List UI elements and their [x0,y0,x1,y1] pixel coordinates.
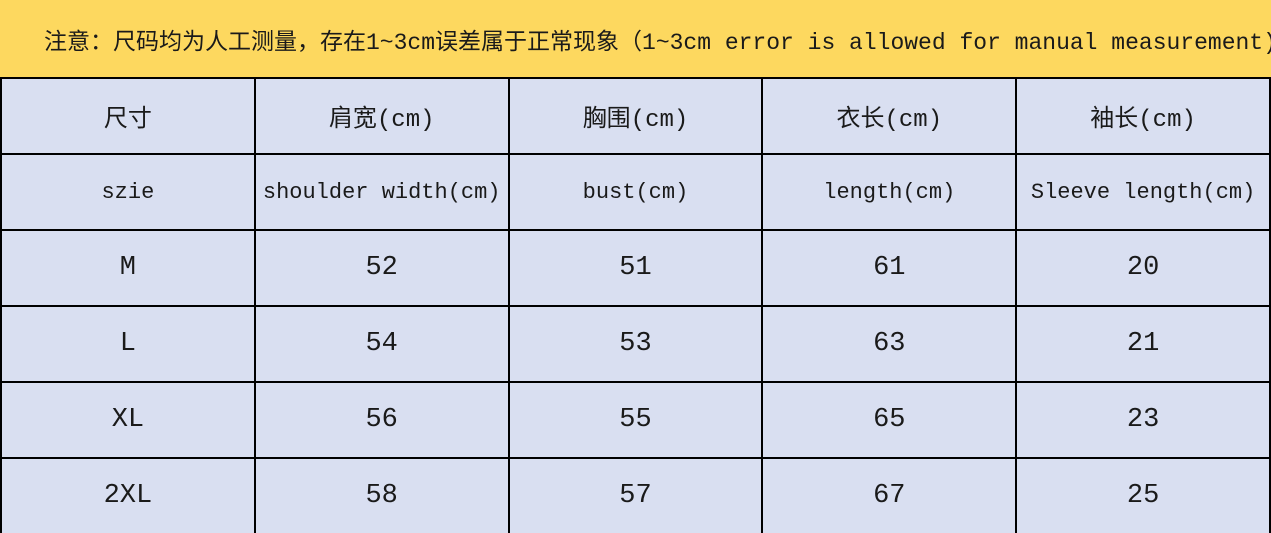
length-cell: 61 [761,229,1018,307]
header-cell-size-cn: 尺寸 [0,77,256,155]
sleeve-cell: 21 [1015,305,1271,383]
sleeve-cell: 20 [1015,229,1271,307]
length-cell: 63 [761,305,1018,383]
header-cell-bust-cn: 胸围(cm) [507,77,764,155]
header-cell-sleeve-cn: 袖长(cm) [1015,77,1271,155]
header-cell-sleeve-en: Sleeve length(cm) [1015,153,1271,231]
shoulder-cell: 58 [253,457,510,533]
header-cell-bust-en: bust(cm) [507,153,764,231]
size-cell: L [0,305,256,383]
header-row-en: szie shoulder width(cm) bust(cm) length(… [0,153,1271,231]
size-cell: 2XL [0,457,256,533]
table-row-l: L 54 53 63 21 [0,305,1271,383]
bust-cell: 51 [507,229,764,307]
notice-text: 注意：尺码均为人工测量，存在1~3cm误差属于正常现象（1~3cm error … [44,29,1271,56]
header-cell-length-cn: 衣长(cm) [761,77,1018,155]
length-cell: 67 [761,457,1018,533]
header-cell-length-en: length(cm) [761,153,1018,231]
bust-cell: 53 [507,305,764,383]
bust-cell: 55 [507,381,764,459]
table-row-xl: XL 56 55 65 23 [0,381,1271,459]
size-chart-table: 尺寸 肩宽(cm) 胸围(cm) 衣长(cm) 袖长(cm) szie shou… [0,77,1271,533]
sleeve-cell: 25 [1015,457,1271,533]
table-row-m: M 52 51 61 20 [0,229,1271,307]
size-cell: M [0,229,256,307]
header-cell-size-en: szie [0,153,256,231]
shoulder-cell: 56 [253,381,510,459]
header-row-cn: 尺寸 肩宽(cm) 胸围(cm) 衣长(cm) 袖长(cm) [0,77,1271,155]
bust-cell: 57 [507,457,764,533]
shoulder-cell: 52 [253,229,510,307]
table-row-2xl: 2XL 58 57 67 25 [0,457,1271,533]
sleeve-cell: 23 [1015,381,1271,459]
length-cell: 65 [761,381,1018,459]
header-cell-shoulder-en: shoulder width(cm) [253,153,510,231]
size-cell: XL [0,381,256,459]
header-cell-shoulder-cn: 肩宽(cm) [253,77,510,155]
shoulder-cell: 54 [253,305,510,383]
notice-banner: 注意：尺码均为人工测量，存在1~3cm误差属于正常现象（1~3cm error … [0,0,1271,77]
